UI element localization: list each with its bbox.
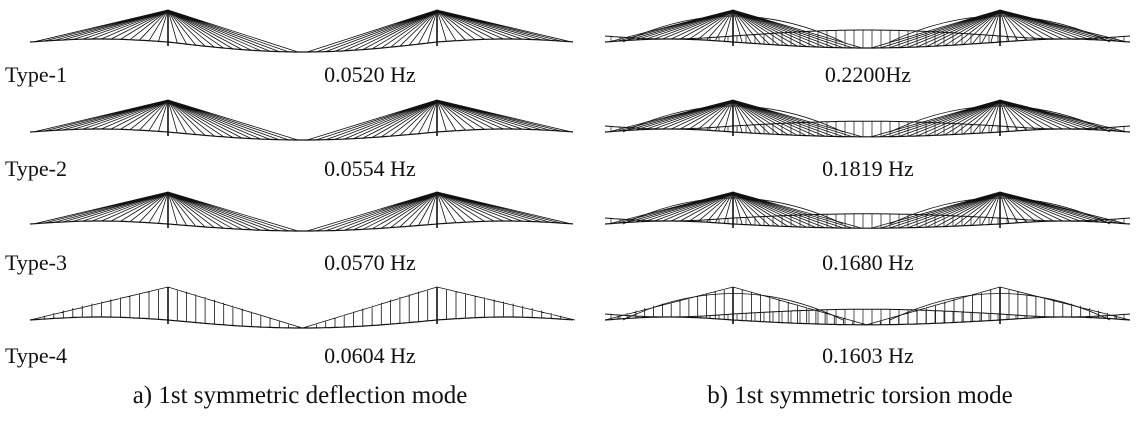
caption: b) 1st symmetric torsion mode — [707, 382, 1013, 409]
deck — [605, 221, 1130, 228]
deck-edge — [605, 309, 1130, 317]
frequency: 0.2200Hz — [825, 62, 911, 87]
cable-fan — [35, 192, 570, 231]
cable-fan — [609, 100, 1125, 137]
figure: Type-1 Type-2 Type-3 Type-4 0.0520 Hz 0.… — [0, 0, 1136, 416]
cable-fan — [609, 192, 1125, 228]
frequency: 0.0554 Hz — [324, 156, 416, 181]
deck — [30, 317, 573, 328]
cable-fan — [35, 10, 570, 52]
type-label: Type-4 — [5, 343, 67, 368]
cable-fan — [609, 10, 1125, 48]
frequency: 0.0570 Hz — [324, 250, 416, 275]
deck — [605, 129, 1130, 137]
frequency: 0.0520 Hz — [324, 62, 416, 87]
cable-fan — [35, 100, 570, 140]
deck — [30, 221, 573, 231]
caption: a) 1st symmetric deflection mode — [133, 382, 468, 409]
type-label: Type-3 — [5, 250, 67, 275]
frequency: 0.1680 Hz — [822, 250, 914, 275]
deck — [30, 129, 573, 140]
frequency: 0.0604 Hz — [324, 343, 416, 368]
tower — [168, 287, 437, 324]
mode-shapes — [30, 10, 1130, 328]
frequency: 0.1819 Hz — [822, 156, 914, 181]
tower — [168, 100, 437, 136]
hangers — [30, 287, 575, 328]
deck — [30, 39, 573, 52]
type-label: Type-1 — [5, 62, 67, 87]
frequency: 0.1603 Hz — [822, 343, 914, 368]
hangers — [605, 287, 1130, 325]
type-label: Type-2 — [5, 156, 67, 181]
deck — [605, 317, 1130, 325]
deck — [605, 39, 1130, 48]
